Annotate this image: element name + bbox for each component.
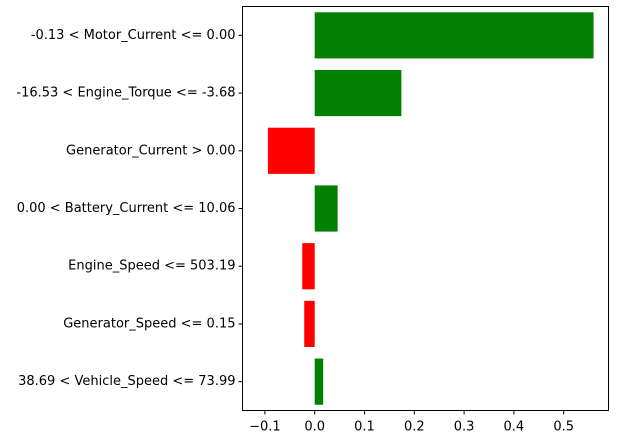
bar-1 — [314, 12, 594, 59]
y-tick-label-4: 0.00 < Battery_Current <= 10.06 — [17, 201, 236, 216]
x-axis: −0.1 0.0 0.1 0.2 0.3 0.4 0.5 — [249, 410, 574, 435]
x-tick-label-3: 0.1 — [354, 420, 375, 435]
bar-7 — [314, 358, 324, 405]
y-tick-label-2: -16.53 < Engine_Torque <= -3.68 — [16, 86, 235, 101]
y-tick-label-3: Generator_Current > 0.00 — [66, 143, 235, 158]
x-tick-label-7: 0.5 — [553, 420, 574, 435]
plot-frame — [242, 6, 609, 411]
x-tick-label-4: 0.2 — [404, 420, 425, 435]
y-tick-label-5: Engine_Speed <= 503.19 — [68, 259, 235, 274]
x-tick-label-1: −0.1 — [249, 420, 281, 435]
bars-group — [267, 12, 594, 405]
x-tick-label-5: 0.3 — [454, 420, 475, 435]
bar-5 — [302, 243, 315, 290]
x-tick-label-6: 0.4 — [504, 420, 525, 435]
bar-2 — [314, 69, 402, 117]
y-tick-label-6: Generator_Speed <= 0.15 — [63, 316, 235, 331]
y-axis: -0.13 < Motor_Current <= 0.00 -16.53 < En… — [16, 28, 243, 389]
y-tick-label-7: 38.69 < Vehicle_Speed <= 73.99 — [18, 374, 235, 389]
bar-6 — [304, 300, 315, 348]
x-tick-label-2: 0.0 — [304, 420, 325, 435]
bar-4 — [314, 185, 338, 232]
y-tick-label-1: -0.13 < Motor_Current <= 0.00 — [31, 28, 236, 43]
bar-3 — [267, 127, 315, 174]
